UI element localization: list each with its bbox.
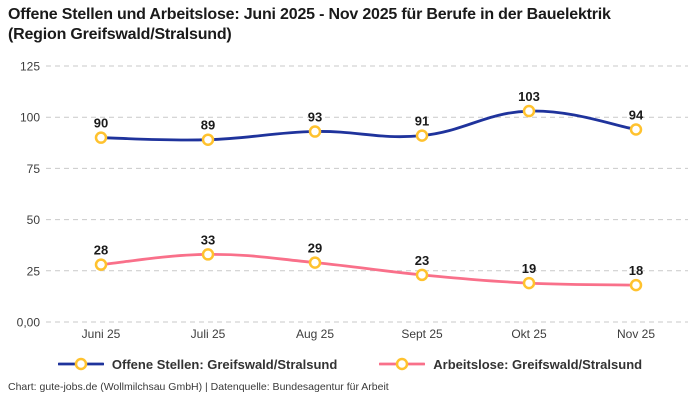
data-point-marker[interactable] (308, 256, 322, 269)
y-axis-tick-label: 125 (20, 60, 40, 74)
x-axis-tick-label: Okt 25 (511, 327, 547, 341)
data-label: 23 (415, 253, 429, 268)
series-line (99, 252, 638, 287)
chart-title: Offene Stellen und Arbeitslose: Juni 202… (8, 5, 696, 46)
data-point-marker[interactable] (201, 133, 215, 146)
x-axis-tick-label: Juli 25 (191, 327, 226, 341)
data-point-marker[interactable] (522, 104, 536, 118)
x-axis-tick-label: Sept 25 (401, 327, 443, 341)
legend-item[interactable]: Offene Stellen: Greifswald/Stralsund (57, 356, 338, 372)
source-credit: Chart: gute-jobs.de (Wollmilchsau GmbH) … (8, 381, 389, 393)
data-label: 19 (522, 261, 536, 276)
data-label: 90 (94, 116, 108, 131)
x-axis-tick-label: Juni 25 (82, 327, 121, 341)
data-label: 93 (308, 110, 322, 125)
data-label: 29 (308, 241, 322, 256)
y-axis-tick-label: 25 (27, 264, 41, 278)
chart-svg: 0,00 25 50 75 100 125 Juni 25 Juli 25 Aug 25 Sept… (17, 60, 688, 341)
y-axis-tick-label: 75 (27, 162, 41, 176)
data-label: 28 (94, 243, 108, 258)
legend-marker-icon (379, 357, 426, 371)
data-label: 103 (518, 89, 540, 104)
data-point-marker[interactable] (629, 123, 643, 136)
y-axis-tick-label: 100 (20, 111, 40, 125)
data-point-marker[interactable] (94, 258, 108, 271)
data-label: 89 (201, 118, 215, 133)
legend-label: Offene Stellen: Greifswald/Stralsund (111, 356, 338, 372)
data-point-marker[interactable] (415, 268, 429, 282)
legend-label: Arbeitslose: Greifswald/Stralsund (433, 356, 643, 372)
series-line (99, 109, 638, 142)
data-label: 18 (629, 263, 643, 278)
data-point-marker[interactable] (94, 131, 108, 144)
data-point-marker[interactable] (415, 129, 429, 142)
data-point-marker[interactable] (629, 278, 643, 292)
data-label: 33 (201, 232, 215, 247)
chart-title-line2: (Region Greifswald/Stralsund) (8, 26, 232, 44)
data-label: 94 (629, 107, 644, 122)
data-label: 91 (415, 114, 429, 129)
legend-item[interactable]: Arbeitslose: Greifswald/Stralsund (379, 357, 642, 372)
data-point-marker[interactable] (522, 276, 536, 290)
chart-legend: Offene Stellen: Greifswald/Stralsund Arbe… (0, 352, 700, 376)
data-point-marker[interactable] (201, 248, 215, 261)
y-axis-tick-label: 50 (27, 213, 41, 227)
legend-marker-icon (57, 357, 104, 371)
x-axis-tick-label: Aug 25 (296, 327, 334, 341)
x-axis-tick-label: Nov 25 (617, 327, 655, 341)
y-axis-tick-label: 0,00 (17, 316, 41, 330)
chart-title-line1: Offene Stellen und Arbeitslose: Juni 202… (8, 6, 611, 23)
data-point-marker[interactable] (308, 125, 322, 138)
